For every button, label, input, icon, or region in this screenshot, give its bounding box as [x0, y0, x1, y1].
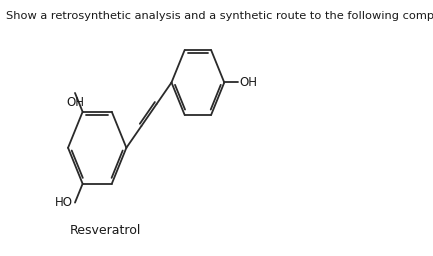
- Text: Resveratrol: Resveratrol: [69, 224, 141, 237]
- Text: OH: OH: [66, 96, 84, 109]
- Text: Show a retrosynthetic analysis and a synthetic route to the following compound.: Show a retrosynthetic analysis and a syn…: [6, 11, 433, 21]
- Text: OH: OH: [239, 76, 258, 89]
- Text: HO: HO: [55, 196, 73, 209]
